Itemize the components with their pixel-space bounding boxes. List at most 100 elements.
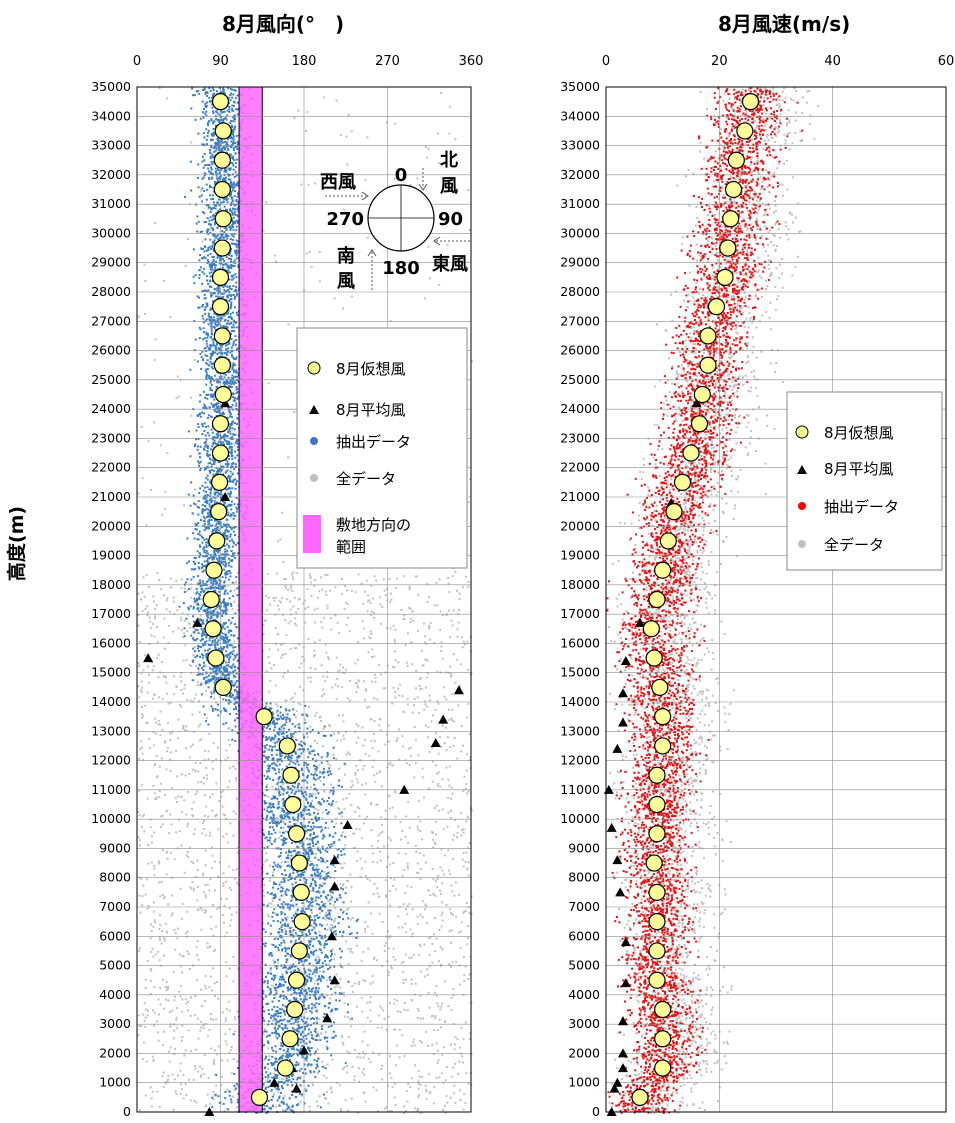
all-data-point [427,973,430,976]
all-data-point [466,640,469,643]
all-data-point [383,950,386,953]
all-data-point [293,410,296,413]
all-data-point [203,663,206,666]
all-data-point [302,602,305,605]
all-data-point [368,754,371,757]
all-data-point [434,1015,437,1018]
all-data-point [316,1011,319,1014]
all-data-point [268,1055,271,1058]
all-data-point [282,821,285,824]
all-data-point [387,1084,390,1087]
all-data-point [193,697,196,700]
all-data-point [179,887,182,890]
all-data-point [427,726,430,729]
all-data-point [371,861,374,864]
all-data-point [159,895,162,898]
all-data-point [424,975,427,978]
all-data-point [286,598,289,601]
all-data-point [277,785,280,788]
all-data-point [387,762,390,765]
all-data-point [286,915,289,918]
all-data-point [371,680,374,683]
all-data-point [154,953,157,956]
all-data-point [140,825,143,828]
all-data-point [222,872,225,875]
all-data-point [171,894,174,897]
all-data-point [435,1077,438,1080]
all-data-point [440,925,443,928]
all-data-point [355,860,358,863]
all-data-point [192,654,195,657]
all-data-point [233,589,236,592]
all-data-point [439,866,442,869]
all-data-point [462,790,465,793]
all-data-point [325,1076,328,1079]
all-data-point [385,894,388,897]
all-data-point [338,896,341,899]
all-data-point [346,697,349,700]
all-data-point [456,612,459,615]
all-data-point [183,619,186,622]
all-data-point [141,591,144,594]
all-data-point [390,967,393,970]
all-data-point [458,684,461,687]
all-data-point [364,179,367,182]
all-data-point [413,776,416,779]
all-data-point [214,948,217,951]
left-chart-title: 8月風向(° ) [222,12,345,36]
all-data-point [393,1096,396,1099]
all-data-point [427,245,430,248]
all-data-point [229,623,232,626]
all-data-point [223,904,226,907]
all-data-point [268,902,271,905]
all-data-point [151,1009,154,1012]
all-data-point [410,999,413,1002]
all-data-point [465,1072,468,1075]
all-data-point [341,1036,344,1039]
all-data-point [377,750,380,753]
all-data-point [228,907,231,910]
all-data-point [234,1030,237,1033]
all-data-point [171,1073,174,1076]
all-data-point [312,788,315,791]
all-data-point [148,673,151,676]
all-data-point [416,575,419,578]
all-data-point [218,861,221,864]
all-data-point [451,693,454,696]
all-data-point [212,1091,215,1094]
all-data-point [178,703,181,706]
all-data-point [453,894,456,897]
all-data-point [163,954,166,957]
all-data-point [199,189,202,192]
all-data-point [422,854,425,857]
all-data-point [215,1084,218,1087]
all-data-point [206,883,209,886]
all-data-point [341,866,344,869]
all-data-point [387,740,390,743]
all-data-point [147,1009,150,1012]
all-data-point [138,876,141,879]
all-data-point [308,1109,311,1112]
all-data-point [144,1008,147,1011]
all-data-point [410,956,413,959]
all-data-point [315,866,318,869]
all-data-point [416,1110,419,1113]
all-data-point [268,864,271,867]
all-data-point [316,742,319,745]
all-data-point [431,760,434,763]
all-data-point [431,868,434,871]
all-data-point [226,841,229,844]
all-data-point [466,792,469,795]
all-data-point [234,1018,237,1021]
all-data-point [444,1111,447,1114]
all-data-point [227,584,230,587]
all-data-point [194,995,197,998]
all-data-point [394,122,397,125]
all-data-point [280,806,283,809]
all-data-point [159,987,162,990]
all-data-point [206,1093,209,1096]
all-data-point [163,937,166,940]
all-data-point [183,729,186,732]
all-data-point [204,975,207,978]
all-data-point [456,628,459,631]
